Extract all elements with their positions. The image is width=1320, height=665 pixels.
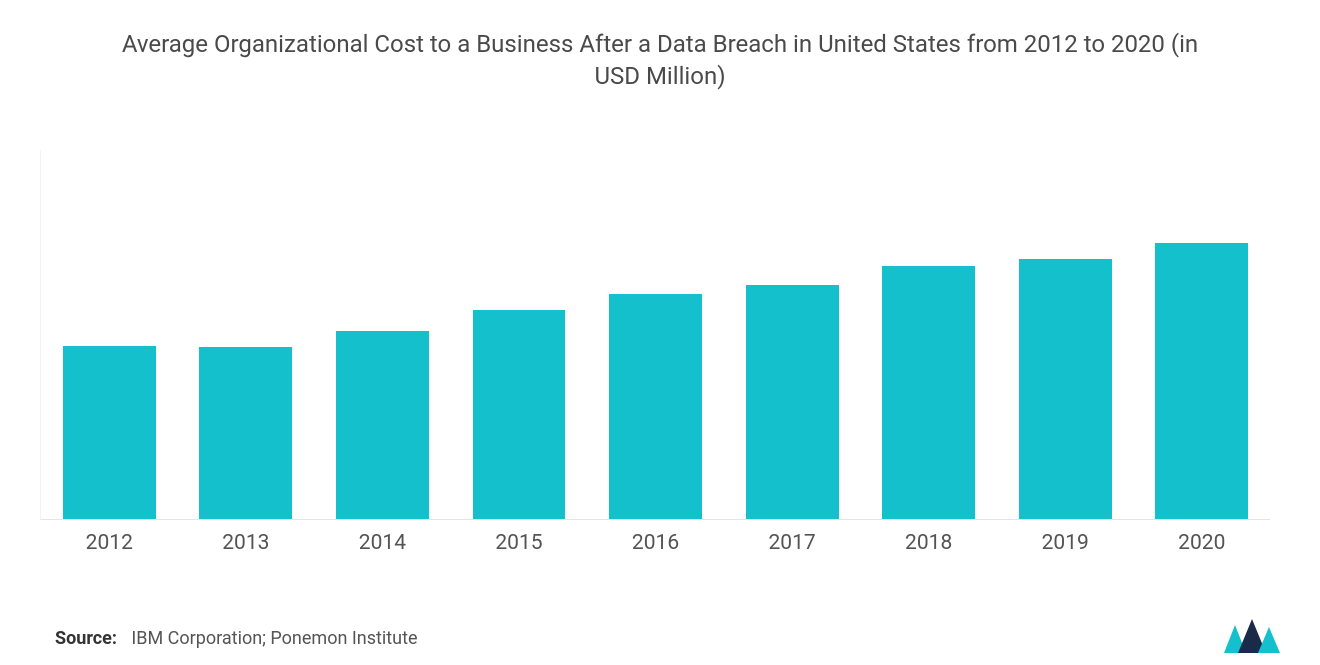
bar-slot: 2019 xyxy=(997,150,1134,519)
bar-slot: 2016 xyxy=(587,150,724,519)
bar-slot: 2014 xyxy=(314,150,451,519)
x-label: 2013 xyxy=(222,531,269,555)
bar-2013 xyxy=(199,347,292,519)
bar-slot: 2012 xyxy=(41,150,178,519)
x-label: 2014 xyxy=(359,531,406,555)
x-label: 2015 xyxy=(495,531,542,555)
source-label: Source: xyxy=(55,628,117,649)
bar-2016 xyxy=(609,294,702,519)
x-label: 2016 xyxy=(632,531,679,555)
x-label: 2012 xyxy=(86,531,133,555)
mordor-logo-icon xyxy=(1224,617,1280,653)
x-label: 2018 xyxy=(905,531,952,555)
source-line: Source: IBM Corporation; Ponemon Institu… xyxy=(55,628,418,649)
source-text: IBM Corporation; Ponemon Institute xyxy=(131,628,417,649)
bar-2014 xyxy=(336,331,429,519)
bar-chart-plot: 2012 2013 2014 2015 2016 2017 2018 2019 … xyxy=(40,150,1270,520)
bar-2019 xyxy=(1019,259,1112,519)
bar-2015 xyxy=(473,310,566,519)
bar-2020 xyxy=(1155,243,1248,519)
x-label: 2017 xyxy=(768,531,815,555)
bar-2018 xyxy=(882,266,975,519)
bar-slot: 2017 xyxy=(724,150,861,519)
chart-title: Average Organizational Cost to a Busines… xyxy=(0,0,1320,103)
bar-slot: 2015 xyxy=(451,150,588,519)
bar-slot: 2013 xyxy=(178,150,315,519)
bar-2012 xyxy=(63,346,156,519)
bar-2017 xyxy=(746,285,839,519)
bar-slot: 2020 xyxy=(1134,150,1271,519)
x-label: 2020 xyxy=(1178,531,1225,555)
bar-slot: 2018 xyxy=(860,150,997,519)
x-label: 2019 xyxy=(1042,531,1089,555)
